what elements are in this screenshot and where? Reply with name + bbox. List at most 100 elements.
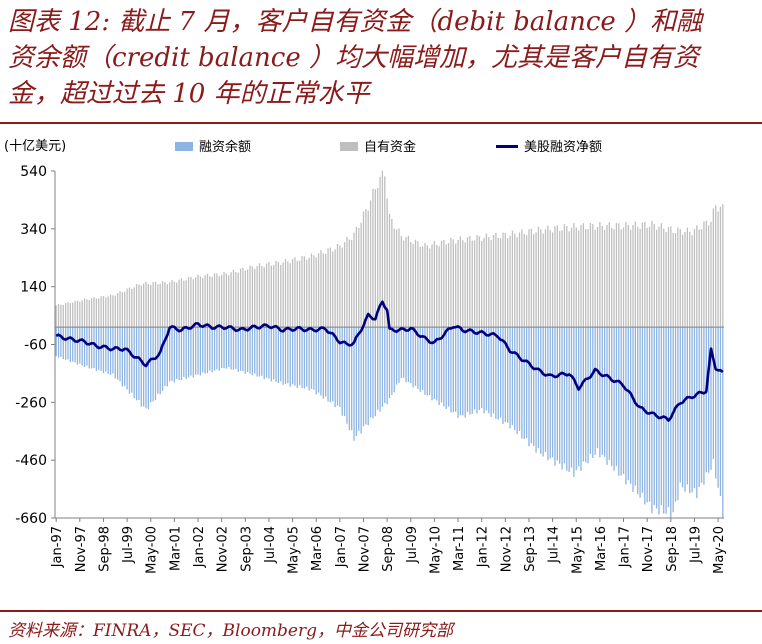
bar-margin-debt bbox=[62, 327, 64, 360]
bar-margin-debt bbox=[131, 327, 133, 393]
bar-margin-debt bbox=[247, 327, 249, 372]
bar-margin-debt bbox=[421, 327, 424, 391]
bar-free-credit bbox=[589, 222, 592, 328]
bar-margin-debt bbox=[329, 327, 332, 403]
bar-free-credit bbox=[76, 300, 79, 328]
bar-margin-debt bbox=[625, 327, 627, 485]
bar-free-credit bbox=[334, 249, 336, 328]
bar-margin-debt bbox=[280, 327, 282, 382]
bar-free-credit bbox=[242, 267, 244, 328]
bar-free-credit bbox=[135, 284, 138, 328]
lines bbox=[55, 300, 724, 422]
bar-free-credit bbox=[611, 227, 613, 328]
bar-free-credit bbox=[95, 298, 98, 328]
bar-margin-debt bbox=[64, 327, 67, 360]
bar-free-credit bbox=[199, 276, 202, 328]
bar-margin-debt bbox=[703, 327, 705, 485]
bar-free-credit bbox=[187, 276, 190, 328]
bar-margin-debt bbox=[693, 327, 696, 489]
bar-free-credit bbox=[169, 282, 171, 328]
bar-margin-debt bbox=[152, 327, 154, 402]
bar-margin-debt bbox=[310, 327, 313, 389]
bar-free-credit bbox=[455, 243, 457, 328]
bar-free-credit bbox=[473, 240, 476, 328]
bar-free-credit bbox=[280, 264, 282, 328]
bar-free-credit bbox=[596, 226, 599, 328]
bar-free-credit bbox=[459, 236, 462, 328]
bar-margin-debt bbox=[143, 327, 145, 407]
bar-free-credit bbox=[629, 229, 632, 328]
bar-margin-debt bbox=[140, 327, 142, 407]
bar-margin-debt bbox=[499, 327, 502, 418]
bar-free-credit bbox=[469, 235, 471, 328]
x-tick-label: Mar-11 bbox=[452, 526, 467, 571]
bar-free-credit bbox=[228, 275, 230, 328]
bar-free-credit bbox=[403, 240, 405, 328]
bar-margin-debt bbox=[596, 327, 599, 449]
bar-margin-debt bbox=[183, 327, 185, 377]
bar-margin-debt bbox=[601, 327, 603, 455]
bar-free-credit bbox=[306, 259, 308, 328]
bar-margin-debt bbox=[549, 327, 551, 459]
bar-margin-debt bbox=[369, 327, 372, 418]
bar-free-credit bbox=[147, 283, 150, 328]
x-tick-label: Jan-12 bbox=[476, 526, 491, 568]
bar-margin-debt bbox=[161, 327, 164, 391]
bar-free-credit bbox=[81, 300, 83, 328]
bar-margin-debt bbox=[495, 327, 497, 419]
bar-margin-debt bbox=[107, 327, 109, 374]
bar-free-credit bbox=[355, 226, 358, 328]
bar-margin-debt bbox=[696, 327, 698, 499]
bar-free-credit bbox=[670, 226, 672, 328]
bar-free-credit bbox=[592, 224, 594, 328]
bar-free-credit bbox=[499, 238, 502, 328]
bar-margin-debt bbox=[464, 327, 466, 418]
bar-free-credit bbox=[336, 244, 339, 328]
bar-margin-debt bbox=[100, 327, 102, 371]
bar-margin-debt bbox=[72, 327, 74, 362]
bar-free-credit bbox=[88, 300, 90, 328]
bar-margin-debt bbox=[719, 327, 722, 496]
bar-margin-debt bbox=[223, 327, 225, 369]
bar-margin-debt bbox=[528, 327, 530, 447]
bar-margin-debt bbox=[547, 327, 549, 461]
bar-free-credit bbox=[159, 283, 161, 328]
bar-margin-debt bbox=[717, 327, 719, 488]
bar-free-credit bbox=[348, 239, 350, 328]
bar-margin-debt bbox=[341, 327, 343, 416]
bar-free-credit bbox=[674, 232, 677, 328]
bar-free-credit bbox=[320, 250, 322, 328]
bar-free-credit bbox=[655, 229, 658, 328]
bar-free-credit bbox=[121, 292, 124, 328]
bar-margin-debt bbox=[689, 327, 691, 494]
bar-margin-debt bbox=[551, 327, 554, 458]
bar-margin-debt bbox=[102, 327, 105, 374]
bar-margin-debt bbox=[523, 327, 525, 439]
bar-free-credit bbox=[471, 240, 473, 328]
bar-margin-debt bbox=[629, 327, 632, 484]
bar-free-credit bbox=[303, 256, 306, 328]
legend-label: 融资余额 bbox=[199, 139, 251, 155]
bar-free-credit bbox=[407, 235, 410, 328]
y-tick-label: -460 bbox=[15, 453, 47, 469]
bar-margin-debt bbox=[294, 327, 296, 386]
bar-margin-debt bbox=[622, 327, 625, 474]
legend: 融资余额 自有资金 美股融资净额 bbox=[175, 139, 602, 155]
bar-margin-debt bbox=[568, 327, 570, 473]
bar-free-credit bbox=[72, 302, 74, 328]
bar-free-credit bbox=[105, 297, 107, 328]
bar-free-credit bbox=[190, 277, 192, 328]
bar-free-credit bbox=[495, 232, 497, 328]
bar-free-credit bbox=[232, 269, 235, 328]
bar-margin-debt bbox=[199, 327, 202, 376]
bar-free-credit bbox=[625, 221, 627, 328]
bar-margin-debt bbox=[433, 327, 436, 399]
bar-free-credit bbox=[440, 240, 443, 328]
unit-label: (十亿美元) bbox=[4, 139, 66, 154]
bar-free-credit bbox=[488, 237, 490, 328]
bar-margin-debt bbox=[478, 327, 480, 410]
bar-margin-debt bbox=[150, 327, 152, 403]
legend-swatch bbox=[175, 142, 193, 151]
bar-free-credit bbox=[490, 240, 492, 328]
legend-label: 美股融资净额 bbox=[524, 140, 602, 155]
